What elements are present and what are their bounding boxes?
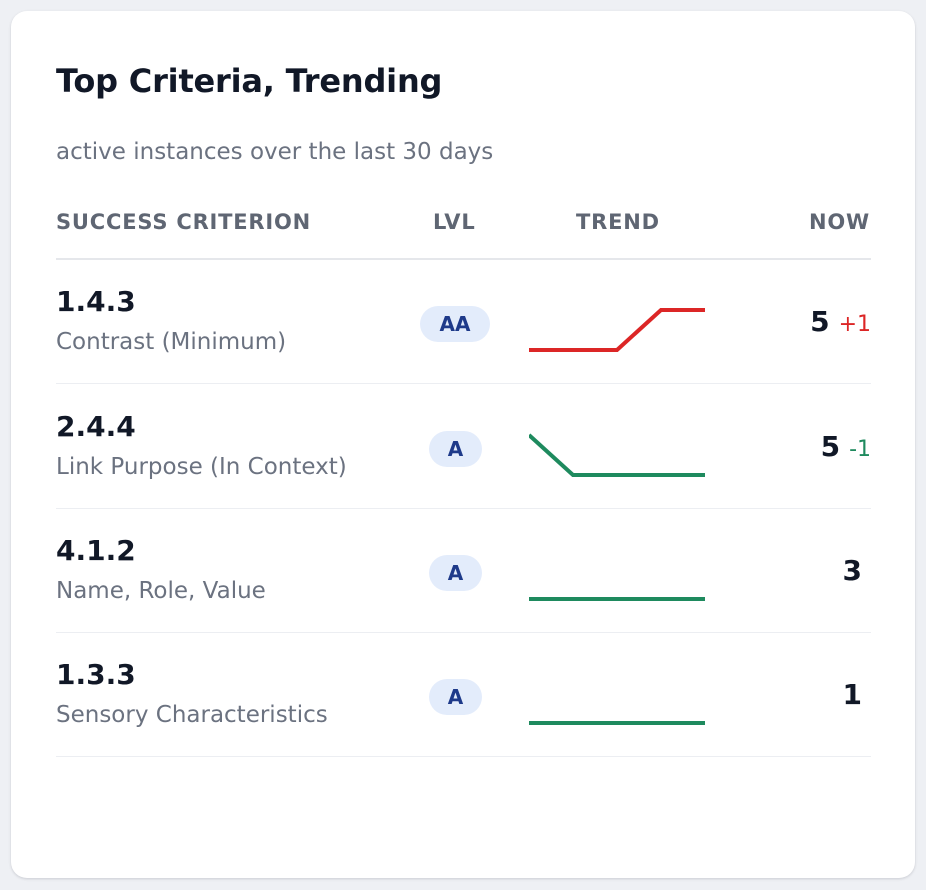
criterion-name: Link Purpose (In Context) <box>56 454 347 480</box>
trend-sparkline <box>529 433 705 477</box>
criterion-id: 1.4.3 <box>56 285 136 318</box>
trend-sparkline <box>529 721 705 725</box>
delta-value: -1 <box>849 437 871 462</box>
criterion-name: Sensory Characteristics <box>56 702 328 728</box>
criterion-name: Contrast (Minimum) <box>56 329 287 355</box>
column-header-criterion: SUCCESS CRITERION <box>56 210 312 234</box>
criterion-row[interactable]: 1.3.3 Sensory Characteristics A 1 <box>56 632 871 757</box>
now-count: 5 <box>810 305 830 338</box>
level-badge: A <box>429 555 482 591</box>
trend-sparkline <box>529 597 705 601</box>
delta-value: +1 <box>838 312 871 337</box>
top-criteria-card: Top Criteria, Trending active instances … <box>11 11 915 878</box>
criterion-row[interactable]: 2.4.4 Link Purpose (In Context) A 5 -1 <box>56 384 871 509</box>
now-count: 3 <box>842 554 862 587</box>
now-count: 5 <box>820 430 841 463</box>
card-title: Top Criteria, Trending <box>56 62 443 100</box>
trend-line <box>529 308 705 352</box>
header-divider <box>56 258 871 260</box>
now-value-group: 5 -1 <box>821 429 871 468</box>
column-header-level: LVL <box>433 210 476 234</box>
level-badge: A <box>429 431 482 467</box>
criterion-row[interactable]: 1.4.3 Contrast (Minimum) AA 5 +1 <box>56 259 871 384</box>
level-badge: AA <box>420 306 490 342</box>
criterion-id: 4.1.2 <box>56 534 136 567</box>
level-badge: A <box>429 679 482 715</box>
criterion-name: Name, Role, Value <box>56 578 266 604</box>
criterion-row[interactable]: 4.1.2 Name, Role, Value A 3 <box>56 508 871 633</box>
now-value-group: 3 <box>843 553 871 589</box>
criterion-id: 2.4.4 <box>56 410 136 443</box>
now-value-group: 1 <box>843 677 871 713</box>
column-header-now: NOW <box>809 210 870 234</box>
now-value-group: 5 +1 <box>810 304 871 343</box>
criterion-id: 1.3.3 <box>56 658 136 691</box>
card-subtitle: active instances over the last 30 days <box>56 139 494 165</box>
trend-sparkline <box>529 308 705 352</box>
column-header-trend: TREND <box>576 210 660 234</box>
now-count: 1 <box>842 678 862 711</box>
trend-line <box>529 433 705 477</box>
